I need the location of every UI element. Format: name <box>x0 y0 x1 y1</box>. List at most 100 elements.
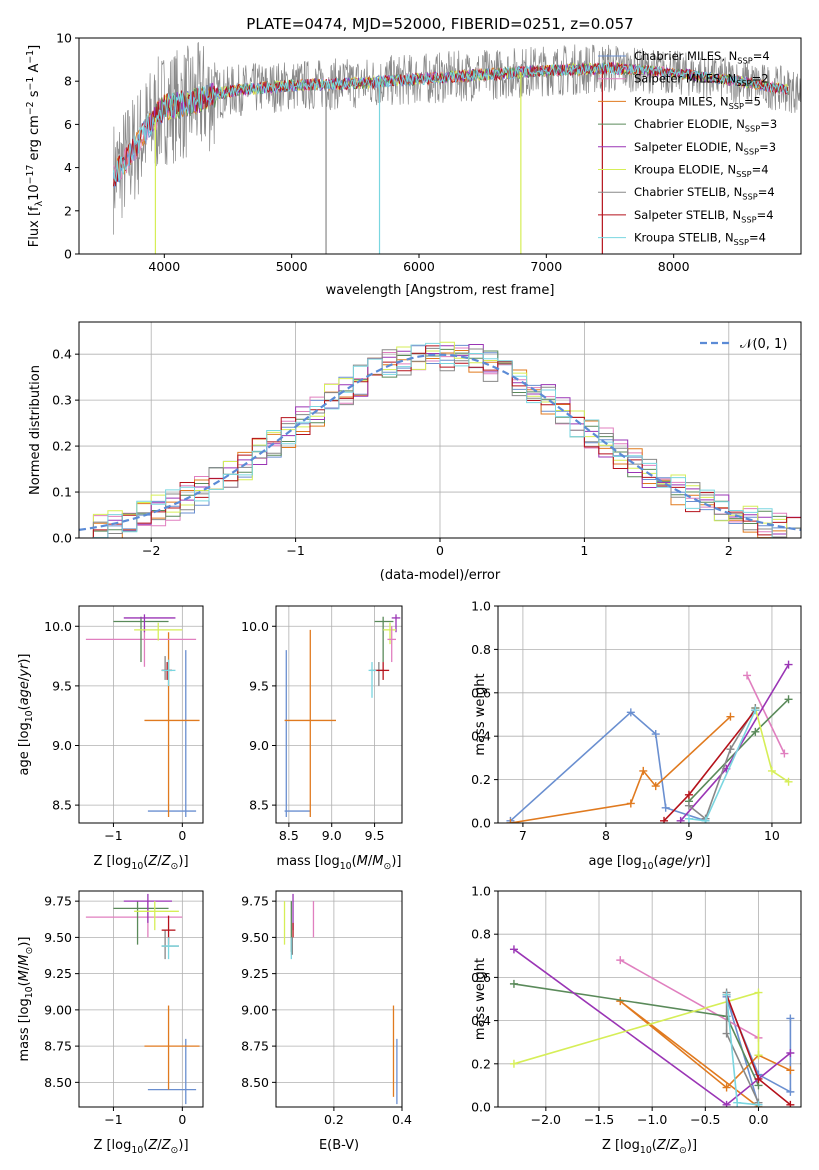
weight-point-marker <box>726 712 735 721</box>
weight-point-marker <box>786 1100 795 1107</box>
x-axis-label: Z [log10(Z/Z⊙)] <box>602 1138 697 1156</box>
y-axis-label: mass weight <box>473 958 488 1040</box>
y-axis-label: mass [log10(M/M⊙)] <box>17 937 35 1062</box>
weight-point-marker <box>751 706 760 715</box>
x-axis-label: age [log10(age/yr)] <box>588 854 710 872</box>
weight-point-marker <box>780 749 789 758</box>
y-tick-label: 9.00 <box>241 1002 269 1017</box>
x-tick-label: 7000 <box>530 259 562 274</box>
weight-point-marker <box>786 1066 795 1075</box>
legend-label: 𝒩(0, 1) <box>740 337 787 352</box>
legend-label: Kroupa MILES, NSSP=5 <box>634 94 761 110</box>
weight-point-marker <box>722 1029 731 1038</box>
weight-series-line <box>619 959 759 1039</box>
weight-point-marker <box>660 816 669 823</box>
chart-title: PLATE=0474, MJD=52000, FIBERID=0251, z=0… <box>246 15 633 33</box>
plot-area <box>509 945 795 1107</box>
legend-label: Salpeter STELIB, NSSP=4 <box>634 208 774 224</box>
y-tick-label: 9.50 <box>44 930 72 945</box>
legend-label: Kroupa ELODIE, NSSP=4 <box>634 163 769 179</box>
x-tick-label: 0.0 <box>749 1112 769 1127</box>
x-tick-label: 0.4 <box>392 1112 412 1127</box>
y-tick-label: 9.25 <box>241 966 269 981</box>
weight-point-marker <box>754 988 763 997</box>
y-tick-label: 0.6 <box>471 685 491 700</box>
y-tick-label: 8.50 <box>44 1075 72 1090</box>
axes-frame <box>275 890 403 1108</box>
mass-vs-EBV-panel: 0.2 0.4 8.50 8.75 9.00 9.25 9.50 9.75 E(B-V) <box>241 890 412 1153</box>
weight-point-marker <box>786 1014 795 1023</box>
legend-label: Chabrier ELODIE, NSSP=3 <box>634 117 777 133</box>
normal-curve <box>79 353 801 531</box>
age-vs-mass-panel: 8.5 9.0 9.5 8.5 9.0 9.5 10.0 mass [log10(M/M⊙)] <box>241 605 403 872</box>
x-tick-label: 5000 <box>276 259 308 274</box>
x-axis-label: Z [log10(Z/Z⊙)] <box>93 1138 188 1156</box>
y-tick-label: 0 <box>64 247 72 262</box>
weight-point-marker <box>733 1098 742 1107</box>
y-tick-label: 1.0 <box>471 884 491 899</box>
y-tick-label: 9.5 <box>249 678 269 693</box>
weight-point-marker <box>722 1100 731 1107</box>
weight-point-marker <box>786 1087 795 1096</box>
weight-point-marker <box>754 1074 763 1083</box>
x-tick-label: 0 <box>436 543 444 558</box>
mass-vs-Z-panel: −1 0 8.50 8.75 9.00 9.25 9.50 9.75 Z [log10(Z/Z⊙… <box>17 890 204 1156</box>
x-tick-label: −2.0 <box>531 1112 561 1127</box>
x-tick-label: 0.2 <box>324 1112 344 1127</box>
x-tick-label: 10 <box>764 828 780 843</box>
y-tick-label: 0.0 <box>52 531 72 546</box>
x-tick-label: 2 <box>725 543 733 558</box>
plot-area <box>112 42 801 254</box>
y-tick-label: 6 <box>64 117 72 132</box>
y-tick-label: 9.0 <box>52 738 72 753</box>
y-tick-label: 0.0 <box>471 1100 491 1115</box>
axes-frame <box>78 890 204 1108</box>
y-tick-label: 8.75 <box>241 1039 269 1054</box>
y-tick-label: 2 <box>64 203 72 218</box>
axes-frame <box>497 890 802 1108</box>
y-tick-label: 8.5 <box>249 798 269 813</box>
x-tick-label: 9 <box>685 828 693 843</box>
y-tick-label: 0.1 <box>52 485 72 500</box>
y-tick-label: 9.50 <box>241 930 269 945</box>
y-tick-label: 0.0 <box>471 816 491 831</box>
plot-area <box>85 614 200 818</box>
y-tick-label: 0.8 <box>471 642 491 657</box>
weight-series-line <box>510 716 731 823</box>
axes-frame <box>78 37 802 255</box>
weight-point-marker <box>651 782 660 791</box>
plot-area <box>284 614 401 818</box>
y-tick-label: 8.75 <box>44 1039 72 1054</box>
weight-point-marker <box>784 660 793 669</box>
x-tick-label: −0.5 <box>690 1112 720 1127</box>
weight-point-marker <box>726 745 735 754</box>
y-tick-label: 9.0 <box>249 738 269 753</box>
weight-point-marker <box>754 1051 763 1060</box>
y-tick-label: 0.2 <box>52 439 72 454</box>
y-axis-label: age [log10(age/yr)] <box>17 653 35 775</box>
x-tick-label: −1 <box>286 543 304 558</box>
x-tick-label: 1 <box>580 543 588 558</box>
legend-label: Salpeter MILES, NSSP=2 <box>634 72 769 88</box>
weight-series-line <box>688 707 756 821</box>
y-tick-label: 0.4 <box>471 1013 491 1028</box>
y-tick-label: 8 <box>64 74 72 89</box>
x-tick-label: 0 <box>178 1112 186 1127</box>
x-tick-label: 4000 <box>148 259 180 274</box>
residuals-panel: −2 −1 0 1 2 0.0 0.1 0.2 0.3 0.4 𝒩(0, 1) (data-model… <box>28 321 802 583</box>
axes-frame <box>275 605 403 824</box>
plot-area <box>506 660 793 823</box>
weight-point-marker <box>722 990 731 999</box>
y-tick-label: 1.0 <box>471 599 491 614</box>
x-tick-label: 8000 <box>658 259 690 274</box>
weight-point-marker <box>684 814 693 823</box>
weight-point-marker <box>701 816 710 823</box>
x-tick-label: −1.0 <box>637 1112 667 1127</box>
y-tick-label: 0.4 <box>471 729 491 744</box>
y-axis-label: Normed distribution <box>28 365 43 495</box>
weight-point-marker <box>743 671 752 680</box>
x-tick-label: −2 <box>142 543 160 558</box>
legend-label: Chabrier MILES, NSSP=4 <box>634 49 770 65</box>
x-axis-label: E(B-V) <box>319 1138 359 1153</box>
